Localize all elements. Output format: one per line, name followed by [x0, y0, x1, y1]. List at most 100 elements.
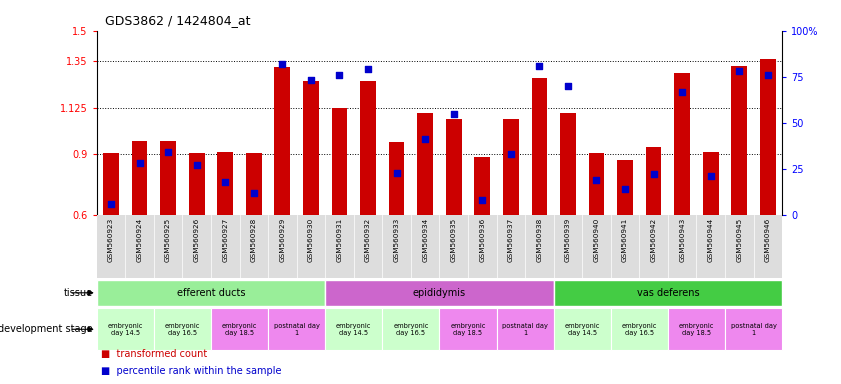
- Text: GSM560928: GSM560928: [251, 218, 257, 262]
- Text: GSM560946: GSM560946: [764, 218, 771, 262]
- Point: [333, 72, 346, 78]
- Bar: [383, 308, 439, 351]
- Text: embryonic
day 14.5: embryonic day 14.5: [108, 323, 143, 336]
- Bar: [389, 142, 405, 215]
- Text: epididymis: epididymis: [413, 288, 466, 298]
- Bar: [725, 308, 782, 351]
- Point: [618, 186, 632, 192]
- Bar: [189, 152, 204, 215]
- Text: GSM560936: GSM560936: [479, 218, 485, 262]
- Text: efferent ducts: efferent ducts: [177, 288, 246, 298]
- Text: embryonic
day 14.5: embryonic day 14.5: [336, 323, 372, 336]
- Bar: [446, 119, 462, 215]
- Text: GSM560926: GSM560926: [193, 218, 199, 262]
- Point: [475, 197, 489, 204]
- Point: [390, 170, 404, 176]
- Text: GSM560934: GSM560934: [422, 218, 428, 262]
- Text: ■  transformed count: ■ transformed count: [101, 349, 207, 359]
- Bar: [217, 152, 233, 215]
- Text: GSM560940: GSM560940: [594, 218, 600, 262]
- Text: embryonic
day 18.5: embryonic day 18.5: [450, 323, 485, 336]
- Bar: [303, 81, 319, 215]
- Point: [447, 111, 460, 117]
- Bar: [732, 66, 747, 215]
- Text: GSM560943: GSM560943: [680, 218, 685, 262]
- Point: [590, 177, 603, 183]
- Bar: [646, 147, 662, 215]
- Bar: [274, 66, 290, 215]
- Bar: [331, 108, 347, 215]
- Point: [133, 161, 146, 167]
- Point: [190, 162, 204, 168]
- Text: postnatal day
1: postnatal day 1: [273, 323, 320, 336]
- Text: GSM560932: GSM560932: [365, 218, 371, 262]
- Bar: [132, 141, 147, 215]
- Bar: [674, 73, 690, 215]
- Bar: [503, 119, 519, 215]
- Bar: [211, 308, 268, 351]
- Text: GSM560923: GSM560923: [108, 218, 114, 262]
- Bar: [760, 60, 775, 215]
- Text: vas deferens: vas deferens: [637, 288, 699, 298]
- Point: [675, 88, 689, 94]
- Point: [761, 72, 775, 78]
- Bar: [246, 152, 262, 215]
- Text: GSM560935: GSM560935: [451, 218, 457, 262]
- Text: GSM560937: GSM560937: [508, 218, 514, 262]
- Text: GSM560927: GSM560927: [222, 218, 228, 262]
- Text: embryonic
day 16.5: embryonic day 16.5: [394, 323, 429, 336]
- Point: [247, 190, 261, 196]
- Text: embryonic
day 16.5: embryonic day 16.5: [621, 323, 657, 336]
- Point: [561, 83, 574, 89]
- Point: [704, 173, 717, 179]
- Bar: [589, 152, 605, 215]
- Text: GSM560931: GSM560931: [336, 218, 342, 262]
- Bar: [325, 308, 383, 351]
- Bar: [360, 81, 376, 215]
- Bar: [161, 141, 176, 215]
- Bar: [268, 308, 325, 351]
- Bar: [553, 308, 611, 351]
- Text: postnatal day
1: postnatal day 1: [731, 323, 776, 336]
- Text: GSM560924: GSM560924: [136, 218, 143, 262]
- Bar: [439, 308, 496, 351]
- Text: GSM560939: GSM560939: [565, 218, 571, 262]
- Bar: [97, 280, 325, 306]
- Point: [219, 179, 232, 185]
- Bar: [417, 113, 433, 215]
- Point: [532, 63, 546, 69]
- Text: GSM560945: GSM560945: [736, 218, 743, 262]
- Bar: [553, 280, 782, 306]
- Text: GSM560933: GSM560933: [394, 218, 399, 262]
- Text: GSM560941: GSM560941: [622, 218, 628, 262]
- Text: embryonic
day 18.5: embryonic day 18.5: [222, 323, 257, 336]
- Bar: [154, 308, 211, 351]
- Text: embryonic
day 16.5: embryonic day 16.5: [165, 323, 200, 336]
- Point: [733, 68, 746, 74]
- Bar: [474, 157, 490, 215]
- Point: [161, 149, 175, 156]
- Text: embryonic
day 14.5: embryonic day 14.5: [564, 323, 600, 336]
- Bar: [496, 308, 553, 351]
- Text: GSM560942: GSM560942: [651, 218, 657, 262]
- Text: tissue: tissue: [63, 288, 93, 298]
- Bar: [97, 308, 154, 351]
- Point: [647, 171, 660, 177]
- Text: GSM560944: GSM560944: [708, 218, 714, 262]
- Bar: [617, 160, 633, 215]
- Text: development stage: development stage: [0, 324, 93, 334]
- Bar: [668, 308, 725, 351]
- Text: GSM560930: GSM560930: [308, 218, 314, 262]
- Bar: [532, 78, 547, 215]
- Bar: [703, 152, 718, 215]
- Bar: [325, 280, 553, 306]
- Text: GSM560938: GSM560938: [537, 218, 542, 262]
- Text: GDS3862 / 1424804_at: GDS3862 / 1424804_at: [105, 14, 251, 27]
- Bar: [611, 308, 668, 351]
- Point: [419, 136, 432, 142]
- Text: GSM560925: GSM560925: [165, 218, 171, 262]
- Text: ■  percentile rank within the sample: ■ percentile rank within the sample: [101, 366, 282, 376]
- Point: [104, 201, 118, 207]
- Point: [362, 66, 375, 73]
- Point: [504, 151, 517, 157]
